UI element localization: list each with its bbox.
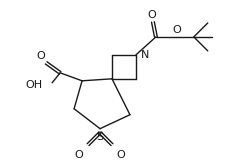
Text: O: O (75, 150, 83, 160)
Text: O: O (173, 25, 181, 35)
Text: O: O (148, 10, 156, 20)
Text: S: S (97, 132, 104, 142)
Text: N: N (141, 50, 149, 60)
Text: O: O (117, 150, 125, 160)
Text: O: O (37, 51, 45, 61)
Text: OH: OH (25, 80, 42, 90)
